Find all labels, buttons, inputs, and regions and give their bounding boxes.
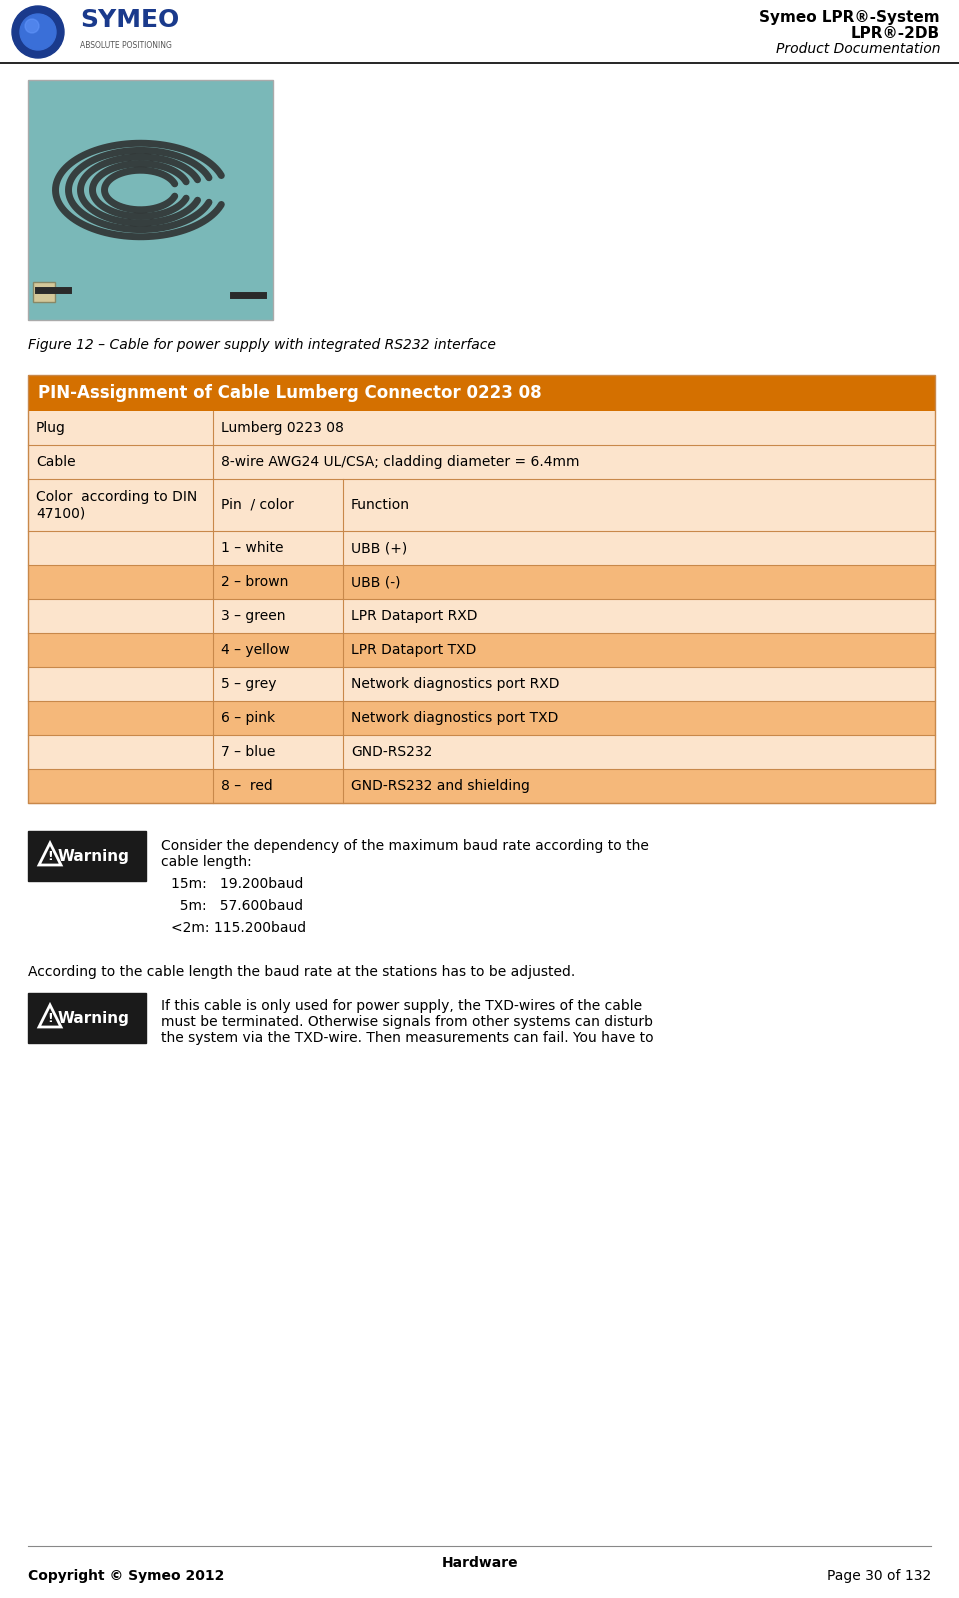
FancyBboxPatch shape	[28, 531, 935, 566]
Text: ABSOLUTE POSITIONING: ABSOLUTE POSITIONING	[80, 42, 172, 51]
Text: Copyright © Symeo 2012: Copyright © Symeo 2012	[28, 1569, 224, 1584]
FancyBboxPatch shape	[28, 444, 935, 479]
Text: 8 –  red: 8 – red	[221, 778, 272, 793]
Text: Lumberg 0223 08: Lumberg 0223 08	[221, 420, 344, 435]
Text: 7 – blue: 7 – blue	[221, 745, 275, 759]
FancyBboxPatch shape	[28, 735, 935, 769]
Text: Product Documentation: Product Documentation	[776, 42, 940, 56]
Text: <2m: 115.200baud: <2m: 115.200baud	[171, 920, 306, 935]
Text: SYMEO: SYMEO	[80, 8, 179, 32]
FancyBboxPatch shape	[28, 769, 935, 804]
Text: Network diagnostics port TXD: Network diagnostics port TXD	[351, 711, 558, 725]
Text: Symeo LPR®-System: Symeo LPR®-System	[760, 10, 940, 26]
FancyBboxPatch shape	[28, 702, 935, 735]
Text: UBB (-): UBB (-)	[351, 575, 401, 590]
FancyBboxPatch shape	[28, 566, 935, 599]
Text: 5 – grey: 5 – grey	[221, 678, 276, 690]
Text: Plug: Plug	[36, 420, 66, 435]
Circle shape	[25, 19, 39, 34]
Text: Cable: Cable	[36, 455, 76, 468]
Text: LPR Dataport TXD: LPR Dataport TXD	[351, 642, 477, 657]
Text: PIN-Assignment of Cable Lumberg Connector 0223 08: PIN-Assignment of Cable Lumberg Connecto…	[38, 384, 542, 403]
Text: Consider the dependency of the maximum baud rate according to the
cable length:: Consider the dependency of the maximum b…	[161, 839, 649, 869]
FancyBboxPatch shape	[28, 376, 935, 411]
Text: LPR®-2DB: LPR®-2DB	[851, 26, 940, 42]
Text: 6 – pink: 6 – pink	[221, 711, 275, 725]
Circle shape	[20, 14, 56, 50]
Text: !: !	[47, 1013, 53, 1026]
FancyBboxPatch shape	[28, 411, 935, 444]
Circle shape	[12, 6, 64, 58]
Text: 15m:   19.200baud: 15m: 19.200baud	[171, 877, 303, 892]
Text: UBB (+): UBB (+)	[351, 542, 408, 555]
Text: Color  according to DIN
47100): Color according to DIN 47100)	[36, 491, 198, 519]
Text: Figure 12 – Cable for power supply with integrated RS232 interface: Figure 12 – Cable for power supply with …	[28, 339, 496, 352]
Text: 5m:   57.600baud: 5m: 57.600baud	[171, 900, 303, 912]
Text: 4 – yellow: 4 – yellow	[221, 642, 290, 657]
FancyBboxPatch shape	[28, 992, 146, 1043]
Text: Function: Function	[351, 499, 410, 511]
Text: Hardware: Hardware	[442, 1556, 518, 1569]
Text: !: !	[47, 850, 53, 863]
FancyBboxPatch shape	[33, 281, 55, 302]
Text: Page 30 of 132: Page 30 of 132	[827, 1569, 931, 1584]
Text: According to the cable length the baud rate at the stations has to be adjusted.: According to the cable length the baud r…	[28, 965, 575, 980]
FancyBboxPatch shape	[28, 831, 146, 880]
FancyBboxPatch shape	[28, 599, 935, 633]
Text: Warning: Warning	[58, 1010, 129, 1026]
Text: 8-wire AWG24 UL/CSA; cladding diameter = 6.4mm: 8-wire AWG24 UL/CSA; cladding diameter =…	[221, 455, 579, 468]
FancyBboxPatch shape	[28, 80, 273, 320]
Text: If this cable is only used for power supply, the TXD-wires of the cable
must be : If this cable is only used for power sup…	[161, 999, 654, 1045]
Text: 1 – white: 1 – white	[221, 542, 284, 555]
Text: LPR Dataport RXD: LPR Dataport RXD	[351, 609, 478, 623]
FancyBboxPatch shape	[28, 479, 935, 531]
Text: GND-RS232 and shielding: GND-RS232 and shielding	[351, 778, 530, 793]
Text: Network diagnostics port RXD: Network diagnostics port RXD	[351, 678, 559, 690]
Text: Warning: Warning	[58, 849, 129, 863]
Text: GND-RS232: GND-RS232	[351, 745, 433, 759]
FancyBboxPatch shape	[28, 666, 935, 702]
FancyBboxPatch shape	[28, 633, 935, 666]
Text: 3 – green: 3 – green	[221, 609, 286, 623]
Text: Pin  / color: Pin / color	[221, 499, 293, 511]
Text: 2 – brown: 2 – brown	[221, 575, 289, 590]
